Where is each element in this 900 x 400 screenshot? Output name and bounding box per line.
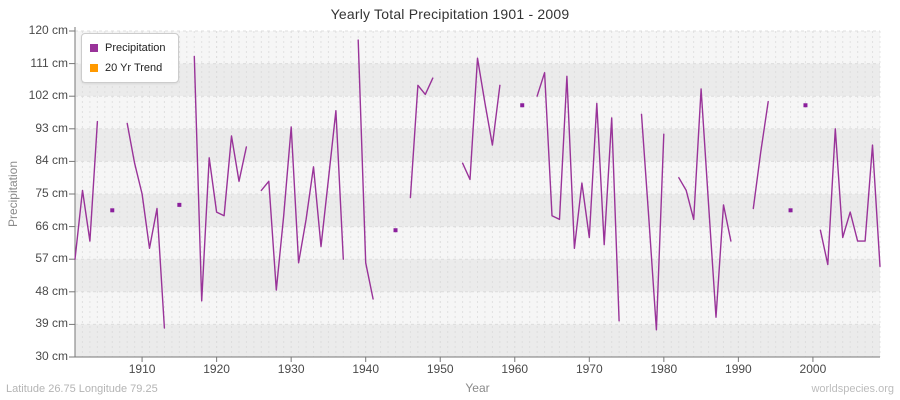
trend-swatch-icon (90, 64, 98, 72)
y-tick-39: 39 cm (35, 316, 68, 331)
y-tick-75: 75 cm (35, 186, 68, 200)
y-tick-57: 57 cm (35, 251, 68, 266)
chart-title: Yearly Total Precipitation 1901 - 2009 (330, 6, 570, 22)
y-tick-30: 30 cm (35, 349, 68, 363)
y-tick-66: 66 cm (35, 218, 68, 233)
coordinates-text: Latitude 26.75 Longitude 79.25 (6, 383, 158, 395)
x-tick-1930: 1930 (277, 362, 305, 376)
y-tick-48: 48 cm (35, 283, 68, 298)
x-tick-1910: 1910 (128, 362, 156, 376)
x-tick-2000: 2000 (799, 362, 827, 376)
x-tick-1970: 1970 (575, 362, 603, 376)
x-tick-1980: 1980 (650, 362, 678, 376)
x-tick-1950: 1950 (426, 362, 454, 376)
y-tick-120: 120 cm (28, 23, 68, 37)
legend-item-trend[interactable]: 20 Yr Trend (90, 58, 166, 78)
y-tick-111: 111 cm (30, 55, 68, 70)
x-tick-1940: 1940 (352, 362, 380, 376)
y-tick-93: 93 cm (35, 120, 68, 135)
x-tick-1920: 1920 (203, 362, 230, 376)
x-tick-1990: 1990 (725, 362, 752, 376)
precipitation-swatch-icon (90, 44, 98, 52)
watermark-text: worldspecies.org (811, 383, 894, 395)
legend-label-trend: 20 Yr Trend (105, 62, 163, 74)
legend: Precipitation 20 Yr Trend (81, 33, 179, 83)
x-tick-1960: 1960 (501, 362, 529, 376)
y-tick-102: 102 cm (28, 88, 68, 103)
y-tick-84: 84 cm (35, 153, 68, 168)
legend-label-precipitation: Precipitation (105, 42, 166, 54)
legend-item-precipitation[interactable]: Precipitation (90, 38, 166, 58)
x-axis-label: Year (465, 381, 490, 395)
